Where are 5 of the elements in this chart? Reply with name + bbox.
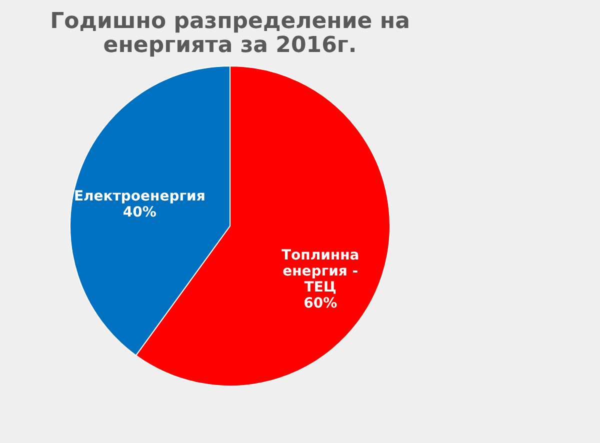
slice-label: Топлинна енергия - ТЕЦ xyxy=(282,247,360,296)
chart-title: Годишно разпределение на енергията за 2016г. xyxy=(50,9,410,58)
data-label: 40% xyxy=(122,204,156,221)
data-label: 60% xyxy=(304,295,338,312)
slice-label: Електроенергия xyxy=(74,188,206,205)
